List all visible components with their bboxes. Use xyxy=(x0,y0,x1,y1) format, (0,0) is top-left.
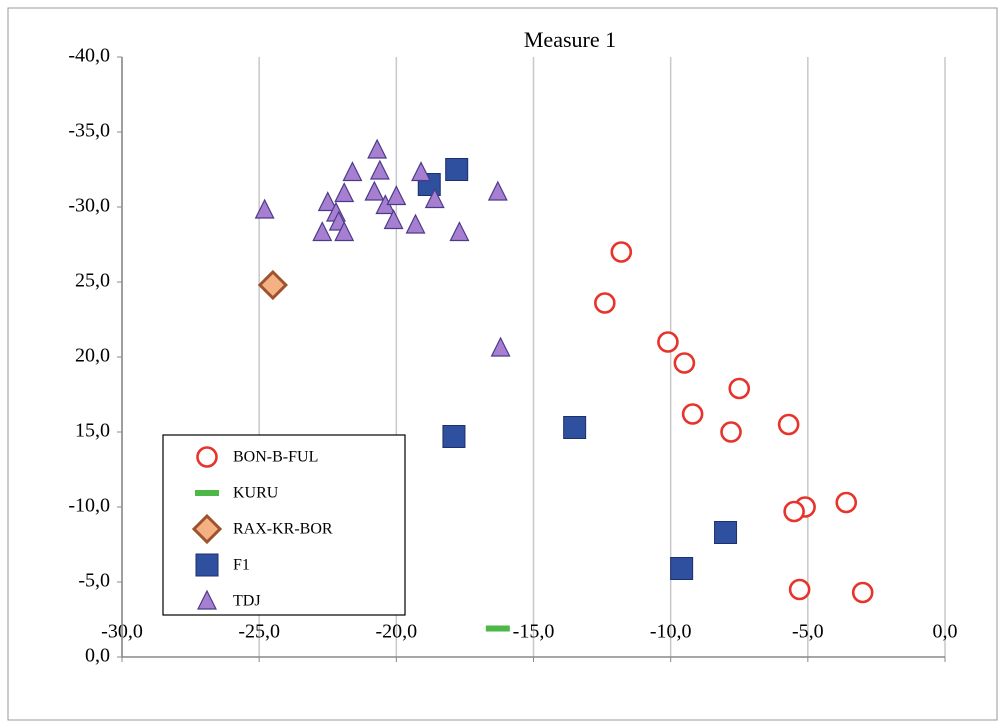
point xyxy=(367,138,388,159)
x-tick-label: -20,0 xyxy=(375,621,417,643)
point xyxy=(405,213,426,234)
point xyxy=(386,185,407,206)
point xyxy=(835,491,858,514)
x-tick-label: -15,0 xyxy=(513,621,555,643)
y-tick-label: -5,0 xyxy=(78,570,110,592)
point xyxy=(788,578,811,601)
point xyxy=(334,182,355,203)
point xyxy=(673,352,696,374)
point xyxy=(411,161,431,182)
point xyxy=(670,557,694,580)
legend-label: BON-B-FUL xyxy=(233,449,318,466)
legend-marker xyxy=(195,553,219,577)
point xyxy=(851,581,874,604)
point xyxy=(254,198,275,219)
point xyxy=(317,191,338,212)
y-tick-label: 15,0 xyxy=(75,420,110,442)
point xyxy=(487,180,508,201)
point xyxy=(424,188,445,209)
point xyxy=(364,180,385,201)
point xyxy=(334,221,355,242)
legend-label: KURU xyxy=(233,485,279,502)
point xyxy=(777,413,800,436)
y-tick-label: -40,0 xyxy=(68,45,110,67)
point xyxy=(257,269,289,301)
y-tick-label: 25,0 xyxy=(75,270,110,292)
point xyxy=(563,416,587,439)
point xyxy=(728,377,751,400)
chart-frame xyxy=(7,7,998,721)
y-tick-label: 20,0 xyxy=(75,345,110,367)
legend-label: TDJ xyxy=(233,593,261,610)
point xyxy=(449,221,470,242)
point xyxy=(342,161,363,182)
point xyxy=(610,241,633,263)
legend-marker xyxy=(191,513,223,545)
legend-label: F1 xyxy=(233,557,250,574)
point xyxy=(681,403,704,425)
x-tick-label: 0,0 xyxy=(933,621,958,643)
point xyxy=(714,521,738,544)
x-tick-label: -10,0 xyxy=(650,621,692,643)
point xyxy=(445,158,469,181)
y-tick-label: -35,0 xyxy=(68,120,110,142)
point xyxy=(720,421,742,443)
y-tick-label: -10,0 xyxy=(68,495,110,517)
legend-marker xyxy=(197,589,217,610)
y-tick-label: -30,0 xyxy=(68,195,110,217)
point xyxy=(383,209,404,230)
y-tick-label: 0,0 xyxy=(85,645,110,667)
point xyxy=(442,425,466,448)
point xyxy=(490,336,511,357)
legend-marker xyxy=(195,490,219,496)
point xyxy=(369,159,390,180)
x-tick-label: -25,0 xyxy=(238,621,280,643)
legend-marker xyxy=(196,446,218,468)
x-tick-label: -5,0 xyxy=(792,621,824,643)
chart-title: Measure 1 xyxy=(524,27,616,52)
point xyxy=(312,221,333,242)
legend-label: RAX-KR-BOR xyxy=(233,521,333,538)
point xyxy=(594,292,616,314)
point xyxy=(783,500,805,523)
point xyxy=(657,331,679,353)
point xyxy=(485,625,510,632)
